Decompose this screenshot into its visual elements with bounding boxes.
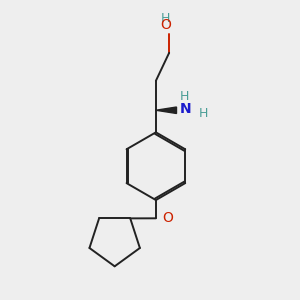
- Polygon shape: [156, 107, 176, 113]
- Text: H: H: [199, 107, 208, 120]
- Text: O: O: [160, 18, 171, 32]
- Text: O: O: [162, 211, 173, 225]
- Text: N: N: [180, 102, 192, 116]
- Text: H: H: [161, 12, 170, 25]
- Text: H: H: [180, 90, 189, 103]
